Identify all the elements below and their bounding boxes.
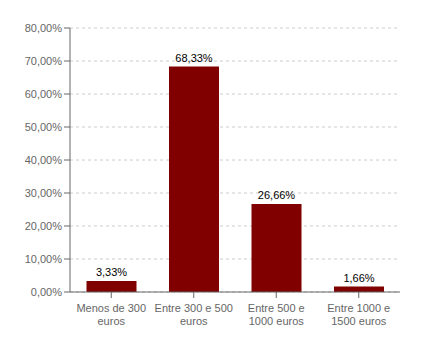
svg-text:70,00%: 70,00% — [25, 55, 63, 67]
svg-text:10,00%: 10,00% — [25, 253, 63, 265]
svg-text:60,00%: 60,00% — [25, 88, 63, 100]
svg-text:68,33%: 68,33% — [175, 52, 213, 64]
svg-text:40,00%: 40,00% — [25, 154, 63, 166]
svg-text:Entre 1000 e1500 euros: Entre 1000 e1500 euros — [327, 302, 390, 327]
svg-text:50,00%: 50,00% — [25, 121, 63, 133]
svg-text:20,00%: 20,00% — [25, 220, 63, 232]
svg-text:Entre 500 e1000 euros: Entre 500 e1000 euros — [248, 302, 305, 327]
svg-text:26,66%: 26,66% — [258, 189, 296, 201]
svg-text:Entre 300 e 500euros: Entre 300 e 500euros — [155, 302, 233, 327]
svg-text:3,33%: 3,33% — [96, 266, 127, 278]
svg-text:1,66%: 1,66% — [343, 272, 374, 284]
svg-text:30,00%: 30,00% — [25, 187, 63, 199]
svg-text:Menos de 300euros: Menos de 300euros — [76, 302, 146, 327]
svg-text:0,00%: 0,00% — [31, 286, 62, 298]
svg-text:80,00%: 80,00% — [25, 22, 63, 34]
